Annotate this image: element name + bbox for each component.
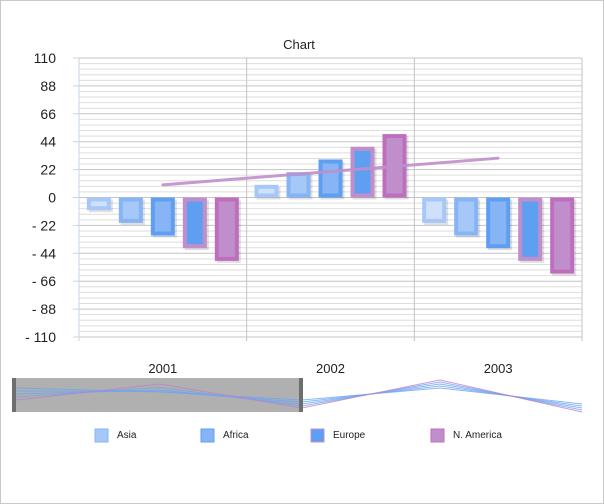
bar [254,184,279,198]
legend-swatch [200,428,215,443]
bar [118,197,143,223]
bar [422,197,447,223]
x-axis: 2001 2002 2003 [148,361,512,376]
x-tick-label: 2003 [484,361,513,376]
legend-label: Africa [223,430,249,441]
y-tick-label: 22 [40,162,56,178]
y-tick-label: 0 [48,190,56,206]
bar [150,197,175,236]
bar [86,197,111,211]
legend-swatch [310,428,325,443]
legend-swatch [430,428,445,443]
navigator-left-handle [12,378,16,412]
legend-label: N. America [453,430,502,441]
bar [182,197,207,249]
navigator-selection [12,378,302,412]
trendline-line [161,156,500,187]
x-tick-label: 2002 [316,361,345,376]
y-tick-label: - 22 [32,217,56,233]
y-axis: 110 88 66 44 22 0 - 22 - 44 - 66 - 88 - 110 [25,50,79,345]
trendline [161,156,500,187]
legend: Asia Africa Europe N. America [94,428,502,443]
y-tick-label: - 88 [32,301,56,317]
bar [350,146,375,198]
y-tick-label: 110 [34,50,57,66]
y-tick-label: 88 [40,78,56,94]
bar [318,159,343,198]
bar [214,197,239,261]
legend-label: Europe [333,430,366,441]
bar [454,197,479,236]
bar [518,197,543,261]
legend-label: Asia [117,430,137,441]
y-tick-label: - 110 [25,329,56,345]
x-tick-label: 2001 [148,361,177,376]
chart-title: Chart [283,37,315,52]
navigator[interactable] [12,378,583,413]
y-tick-label: - 66 [32,273,56,289]
legend-swatch [94,428,109,443]
y-tick-label: 66 [40,106,56,122]
y-tick-label: - 44 [32,245,56,261]
bar [486,197,511,249]
navigator-right-handle [299,378,303,412]
bars [86,134,577,276]
bar [286,172,311,198]
y-tick-label: 44 [40,134,56,150]
bar [550,197,575,274]
